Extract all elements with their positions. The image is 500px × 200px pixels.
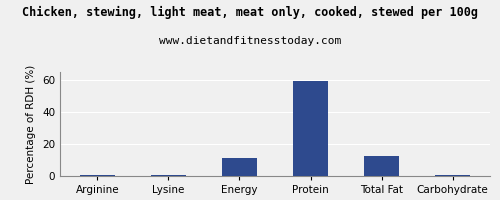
Bar	[150, 175, 186, 176]
Y-axis label: Percentage of RDH (%): Percentage of RDH (%)	[26, 64, 36, 184]
Bar	[80, 175, 115, 176]
Bar	[364, 156, 400, 176]
Text: Chicken, stewing, light meat, meat only, cooked, stewed per 100g: Chicken, stewing, light meat, meat only,…	[22, 6, 478, 19]
Text: www.dietandfitnesstoday.com: www.dietandfitnesstoday.com	[159, 36, 341, 46]
Bar	[293, 81, 328, 176]
Bar	[435, 175, 470, 176]
Bar	[222, 158, 257, 176]
